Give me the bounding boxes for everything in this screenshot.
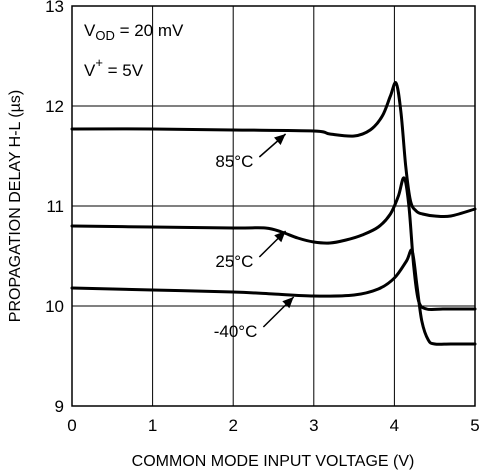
annotation-label-1: 25°C: [215, 252, 253, 271]
x-tick-label-1: 1: [148, 416, 157, 435]
y-tick-label-0: 9: [55, 397, 64, 416]
series-line-0: [70, 81, 477, 219]
x-tick-label-4: 4: [390, 416, 399, 435]
x-tick-label-3: 3: [309, 416, 318, 435]
annotation-arrow-head-0: [274, 134, 286, 146]
x-tick-label-0: 0: [67, 416, 76, 435]
x-axis-label: COMMON MODE INPUT VOLTAGE (V): [132, 453, 415, 470]
curves: [70, 81, 477, 346]
annotation-arrows: [258, 133, 295, 328]
y-tick-label-3: 12: [45, 97, 64, 116]
series-line-2: [70, 248, 477, 346]
series-line-1: [70, 176, 477, 312]
y-axis-label: PROPAGATION DELAY H-L (µs): [7, 90, 24, 322]
y-tick-label-1: 10: [45, 297, 64, 316]
x-tick-label-2: 2: [228, 416, 237, 435]
vplus-condition: V+ = 5V: [84, 55, 144, 80]
annotation-label-2: -40°C: [214, 322, 258, 341]
plot-frame: [71, 5, 476, 407]
annotation-arrow-head-1: [274, 231, 286, 243]
y-tick-label-4: 13: [45, 0, 64, 16]
x-tick-labels: 0 1 2 3 4 5: [67, 416, 479, 435]
annotation-arrow-head-2: [282, 297, 294, 309]
y-tick-label-2: 11: [46, 197, 64, 216]
annotation-labels: 85°C 25°C -40°C: [214, 152, 258, 341]
y-tick-labels: 9 10 11 12 13: [45, 0, 64, 416]
x-tick-label-5: 5: [470, 416, 479, 435]
vod-condition: VOD = 20 mV: [84, 21, 184, 43]
annotation-label-0: 85°C: [215, 152, 253, 171]
